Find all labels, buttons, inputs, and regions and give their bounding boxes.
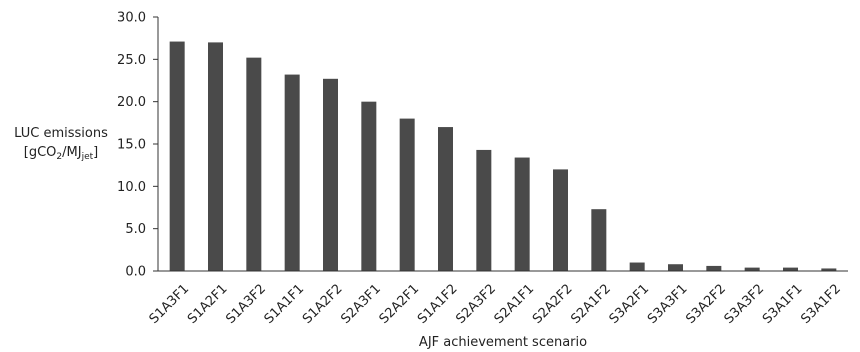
bar-S3A1F1 <box>783 267 798 271</box>
bar-S1A1F1 <box>284 74 300 271</box>
x-tick-label: S1A3F1 <box>147 281 193 327</box>
bar-S2A2F2 <box>553 169 568 271</box>
y-tick-labels: 0.0 5.0 10.0 15.0 20.0 25.0 30.0 <box>117 11 158 280</box>
x-tick-label: S1A2F2 <box>300 281 346 327</box>
x-tick-label: S1A1F1 <box>262 281 308 327</box>
x-tick-label: S1A3F2 <box>223 281 269 327</box>
bar-S1A2F1 <box>208 42 223 272</box>
x-tick-label: S1A1F2 <box>415 281 461 327</box>
bar-S3A3F2 <box>744 267 760 271</box>
x-tick-label: S3A1F1 <box>760 281 806 327</box>
x-tick-label: S3A2F2 <box>683 281 729 327</box>
bar-S1A3F1 <box>169 41 185 272</box>
y-tick-label: 20.0 <box>117 95 146 110</box>
bar-S2A1F2 <box>591 209 607 271</box>
bar-S2A1F1 <box>514 157 530 271</box>
bar-S1A1F2 <box>438 127 453 271</box>
y-tick-label: 5.0 <box>125 222 146 237</box>
x-tick-label: S3A2F1 <box>607 281 653 327</box>
y-tick-label: 25.0 <box>117 53 146 68</box>
y-axis-title-unit: [gCO2/MJjet] <box>23 145 99 162</box>
y-tick-label: 0.0 <box>125 265 146 280</box>
bar-S2A3F1 <box>361 101 377 272</box>
bar-S2A2F1 <box>399 118 415 271</box>
y-tick-label: 10.0 <box>117 180 146 195</box>
x-tick-label: S3A1F2 <box>798 281 844 327</box>
x-axis-title: AJF achievement scenario <box>419 335 587 350</box>
bar-S2A3F2 <box>476 149 492 271</box>
bar-S3A1F2 <box>821 268 837 271</box>
bars-group <box>169 41 837 272</box>
x-tick-labels: S1A3F1S1A2F1S1A3F2S1A1F1S1A2F2S2A3F1S2A2… <box>147 281 844 327</box>
y-tick-label: 30.0 <box>117 11 146 26</box>
bar-S1A3F2 <box>246 57 262 271</box>
x-tick-label: S2A1F2 <box>568 281 614 327</box>
x-tick-label: S3A3F2 <box>722 281 768 327</box>
x-tick-label: S2A1F1 <box>492 281 538 327</box>
x-tick-label: S1A2F1 <box>185 281 231 327</box>
bar-S3A3F1 <box>668 264 683 271</box>
x-tick-label: S2A3F2 <box>453 281 499 327</box>
y-tick-label: 15.0 <box>117 138 146 153</box>
x-tick-label: S2A3F1 <box>338 281 384 327</box>
x-tick-label: S3A3F1 <box>645 281 691 327</box>
bar-S3A2F2 <box>706 265 722 271</box>
x-tick-label: S2A2F1 <box>377 281 423 327</box>
bar-S1A2F2 <box>323 78 338 271</box>
y-axis-title: LUC emissions [gCO2/MJjet] <box>2 124 120 167</box>
bar-S3A2F1 <box>629 262 645 271</box>
y-axis-title-main: LUC emissions <box>14 126 108 141</box>
x-tick-label: S2A2F2 <box>530 281 576 327</box>
